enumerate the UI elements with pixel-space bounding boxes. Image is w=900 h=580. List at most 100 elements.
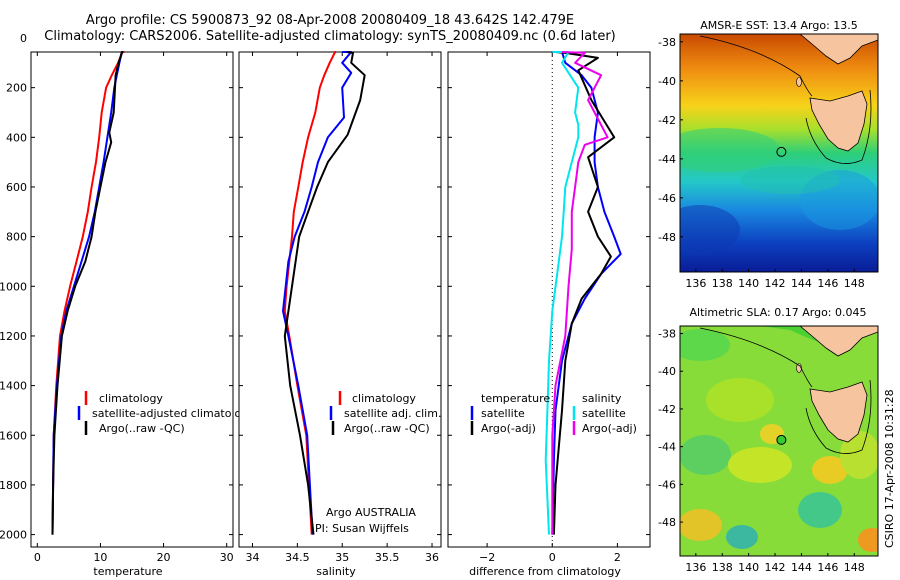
temperature-series [51, 51, 125, 535]
x-tick-label: 142 [765, 561, 786, 574]
salinity-panel: 34 34.5 35 35.5 36 salinity climatology sate… [238, 51, 442, 578]
legend-label-temp-argo: Argo(-adj) [481, 422, 536, 435]
legend-label-temp-satellite: satellite [481, 407, 525, 420]
y-tick-label: -40 [658, 365, 676, 378]
y-tick-label: -38 [658, 328, 676, 341]
temperature-legend: climatology satellite-adjusted climatolo… [77, 391, 255, 435]
salinity-axes: 34 34.5 35 35.5 36 [239, 52, 441, 564]
argo-position-marker [776, 434, 787, 445]
pi-label: PI: Susan Wijffels [315, 522, 409, 535]
sla-texture-blob [706, 378, 774, 422]
legend-label-satellite-adj: satellite adj. clim. [344, 407, 441, 420]
salinity-legend: climatology satellite adj. clim. Argo(..… [329, 391, 441, 435]
y-tick-label: 600 [6, 181, 27, 194]
legend-label-sal-satellite: satellite [582, 407, 626, 420]
sst-map-panel: AMSR-E SST: 13.4 Argo: 13.5 136 138 140 142… [658, 19, 879, 290]
x-tick-label: 0 [549, 551, 556, 564]
salinity-series [282, 51, 366, 535]
salinity-xlabel: salinity [316, 565, 356, 578]
y-tick-label: -46 [658, 478, 676, 491]
x-tick-label: 20 [157, 551, 171, 564]
sst-map-axes: 136 138 140 142 144 146 148 -38 -40 -42 -44 -46 -48 [658, 36, 865, 290]
x-tick-label: 138 [712, 277, 733, 290]
y-tick-label: -44 [658, 153, 676, 166]
x-tick-label: 140 [738, 561, 759, 574]
legend-label-climatology: climatology [99, 392, 163, 405]
difference-legend: temperature satellite Argo(-adj) salinit… [470, 392, 637, 435]
series-line-temperature-satellite [551, 51, 622, 535]
series-line-salinity-argo-adj- [551, 51, 609, 535]
legend-label-climatology: climatology [352, 392, 416, 405]
y-tick-label: 1200 [0, 330, 27, 343]
legend-heading-temperature: temperature [481, 392, 550, 405]
difference-xlabel: difference from climatology [469, 565, 621, 578]
x-tick-label: 34.5 [285, 551, 310, 564]
sst-map-frame [679, 33, 879, 273]
x-tick-label: 144 [791, 277, 812, 290]
series-line-argo-raw-qc- [51, 51, 124, 535]
mainland-shape [799, 326, 878, 357]
y-tick-label: -40 [658, 75, 676, 88]
y-tick-label: 1800 [0, 479, 27, 492]
sla-texture-blob [798, 492, 842, 528]
y-tick-label: 800 [6, 231, 27, 244]
series-line-argo-raw-qc- [283, 51, 366, 535]
sst-map-title: AMSR-E SST: 13.4 Argo: 13.5 [700, 19, 858, 32]
y-tick-label: -42 [658, 114, 676, 127]
legend-label-sal-argo: Argo(-adj) [582, 422, 637, 435]
x-tick-label: 36 [425, 551, 439, 564]
difference-series [544, 51, 622, 535]
argo-australia-label: Argo AUSTRALIA [326, 506, 416, 519]
x-tick-label: 35.5 [375, 551, 400, 564]
series-line-salinity-satellite [544, 51, 580, 535]
bathymetry-contour [699, 35, 872, 164]
x-tick-label: 34 [245, 551, 259, 564]
difference-panel: −2 0 2 difference from climatology tempera… [447, 51, 651, 578]
sla-texture-blob [858, 528, 878, 552]
sst-texture-blob [740, 166, 840, 194]
x-tick-label: 0 [34, 551, 41, 564]
credit-label: CSIRO 17-Apr-2008 10:31:28 [883, 389, 896, 548]
king-island-shape [796, 77, 802, 87]
series-line-satellite-adj-clim- [282, 51, 353, 535]
y-tick-label: 400 [6, 131, 27, 144]
x-tick-label: 146 [817, 561, 838, 574]
difference-axes-frame [447, 51, 651, 548]
x-tick-label: 2 [614, 551, 621, 564]
temperature-panel: 0 10 20 30 0 200 400 600 800 1000 1200 1400 1600 1800… [0, 32, 255, 578]
tasmania-shape [809, 90, 868, 152]
sla-map-frame [679, 325, 879, 557]
y-tick-label: 1400 [0, 380, 27, 393]
bathymetry-contour [699, 327, 872, 454]
x-tick-label: 136 [685, 277, 706, 290]
sla-texture-blob [680, 509, 722, 541]
x-tick-label: 144 [791, 561, 812, 574]
sst-texture-blob [680, 205, 740, 255]
sla-texture-blob [812, 456, 848, 484]
y-tick-label: 1000 [0, 280, 27, 293]
series-line-temperature-argo-adj- [552, 51, 616, 535]
x-tick-label: 142 [765, 277, 786, 290]
legend-label-argo: Argo(..raw -QC) [99, 422, 185, 435]
series-line-climatology [51, 51, 125, 535]
x-tick-label: 136 [685, 561, 706, 574]
argo-position-marker [776, 146, 787, 157]
x-tick-label: 10 [93, 551, 107, 564]
chart-title-line-1: Argo profile: CS 5900873_92 08-Apr-2008 … [85, 13, 575, 28]
sla-texture-blob [726, 525, 758, 549]
salinity-axes-frame [238, 51, 442, 548]
x-tick-label: −2 [479, 551, 495, 564]
temperature-axes: 0 10 20 30 0 200 400 600 800 1000 1200 1400 1600 1800… [0, 32, 234, 564]
y-tick-label: -46 [658, 192, 676, 205]
x-tick-label: 138 [712, 561, 733, 574]
sla-texture-blob [840, 431, 878, 479]
y-tick-label: -44 [658, 441, 676, 454]
chart-title-line-2: Climatology: CARS2006. Satellite-adjuste… [44, 29, 616, 44]
sla-map-axes: 136 138 140 142 144 146 148 -38 -40 -42 -44 -46 -48 [658, 328, 865, 574]
x-tick-label: 30 [220, 551, 234, 564]
sla-map-panel: Altimetric SLA: 0.17 Argo: 0.045 136 138 1… [658, 306, 879, 574]
sla-texture-blob [728, 447, 792, 483]
sla-map-title: Altimetric SLA: 0.17 Argo: 0.045 [689, 306, 866, 319]
sst-texture-blob [680, 128, 780, 172]
y-tick-label: 1600 [0, 429, 27, 442]
